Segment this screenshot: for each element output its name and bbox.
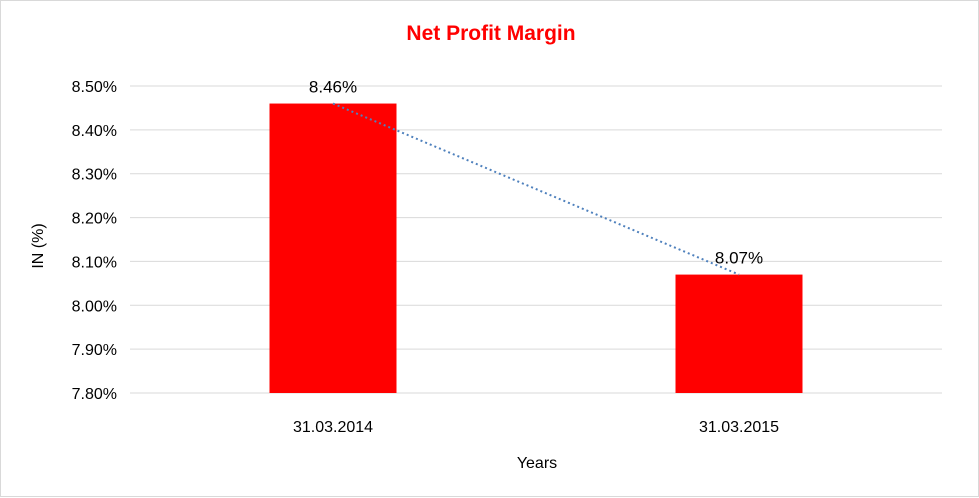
x-axis-label: Years <box>517 455 557 472</box>
y-tick-label: 8.20% <box>72 211 117 228</box>
data-label: 8.07% <box>715 249 763 268</box>
y-tick-label: 7.80% <box>72 386 117 403</box>
y-tick-label: 8.40% <box>72 123 117 140</box>
y-tick-label: 8.00% <box>72 298 117 315</box>
gridlines <box>130 85 942 394</box>
bar <box>675 274 803 393</box>
data-label: 8.46% <box>309 78 357 97</box>
x-axis-ticks: 31.03.2014 31.03.2015 <box>293 419 779 436</box>
y-tick-label: 8.10% <box>72 254 117 271</box>
y-tick-label: 8.50% <box>72 79 117 96</box>
y-axis-ticks: 7.80% 7.90% 8.00% 8.10% 8.20% 8.30% 8.40% 8.50% <box>72 79 117 403</box>
x-tick-label: 31.03.2015 <box>699 419 779 436</box>
y-axis-label: IN (%) <box>30 223 47 268</box>
bar <box>269 103 397 394</box>
trendline <box>332 102 740 276</box>
y-tick-label: 7.90% <box>72 342 117 359</box>
bars <box>269 103 803 394</box>
chart-title: Net Profit Margin <box>406 22 575 45</box>
data-labels: 8.46% 8.07% <box>309 78 763 268</box>
y-tick-label: 8.30% <box>72 167 117 184</box>
x-tick-label: 31.03.2014 <box>293 419 373 436</box>
trendline-segment <box>332 102 740 276</box>
